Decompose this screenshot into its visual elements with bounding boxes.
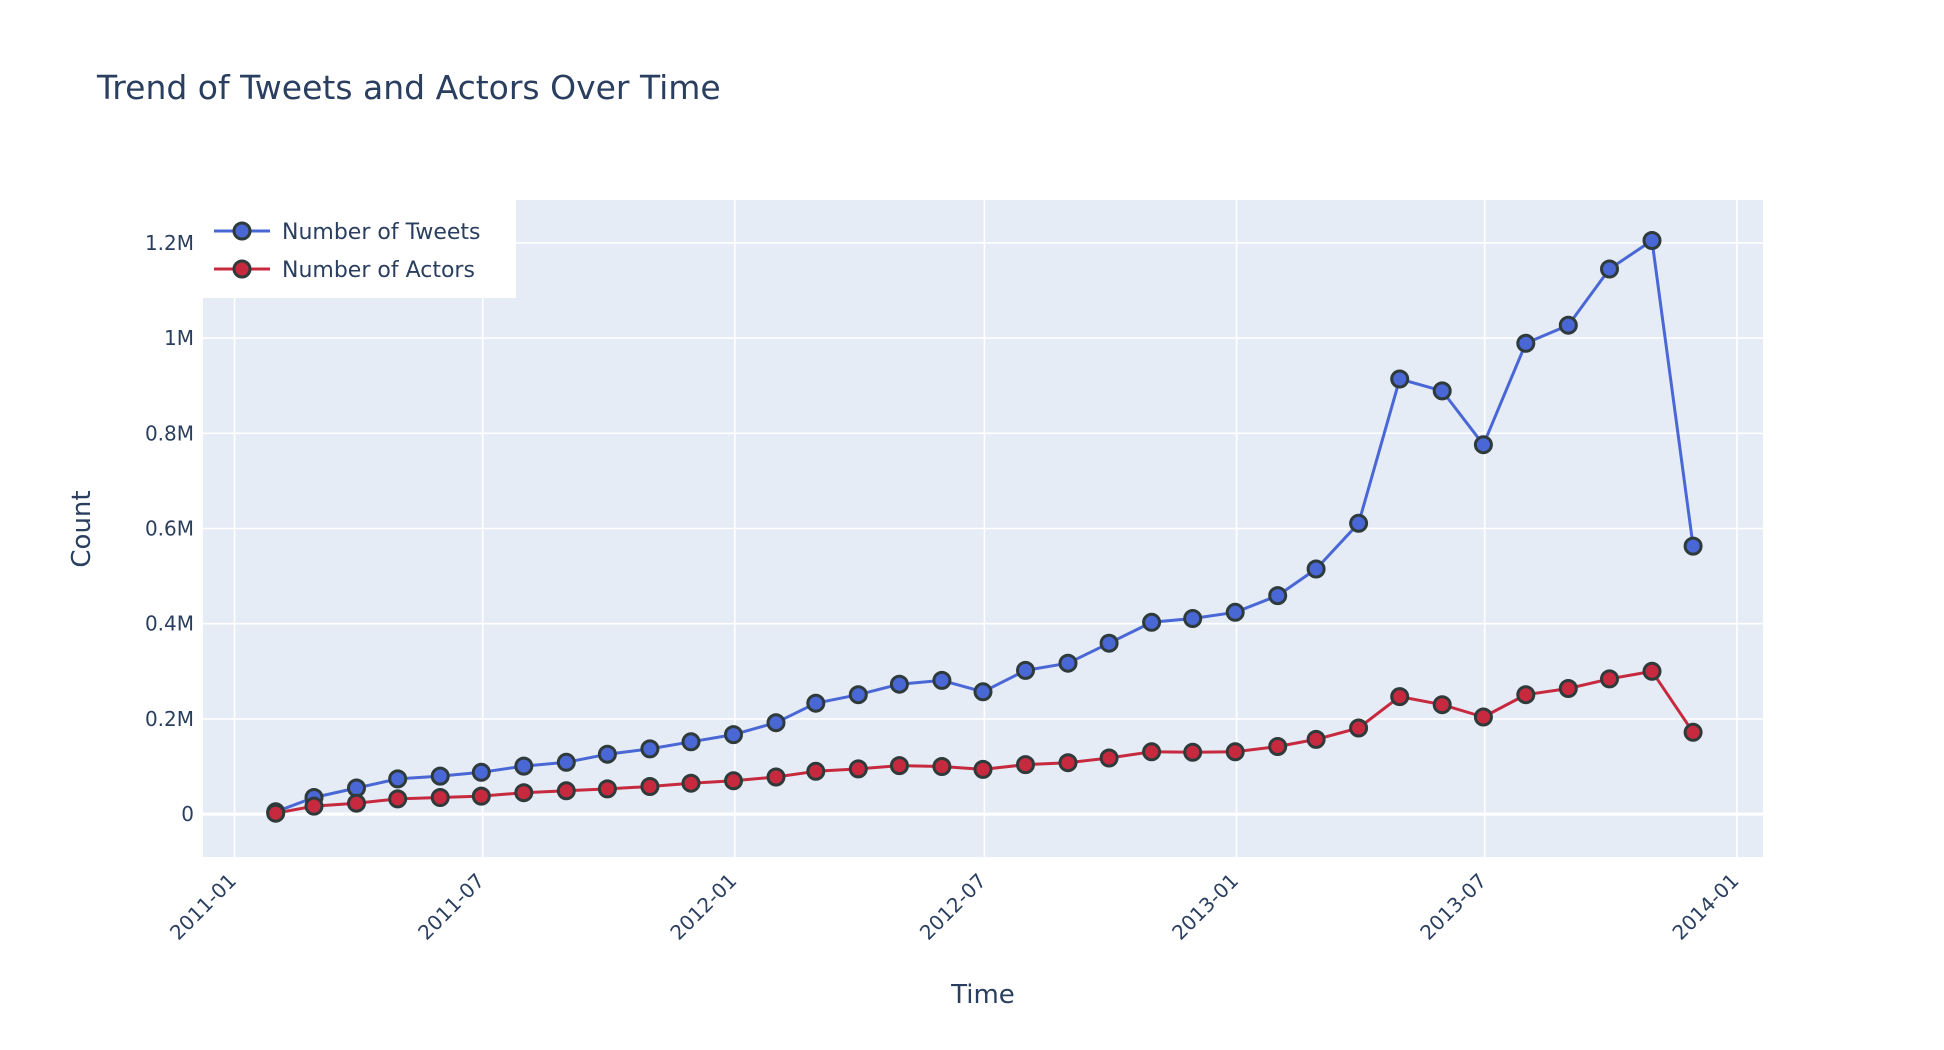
data-point[interactable] <box>889 756 909 776</box>
data-point[interactable] <box>1432 381 1452 401</box>
legend-marker-actors <box>232 259 252 279</box>
data-point[interactable] <box>1558 679 1578 698</box>
y-tick-label: 0 <box>181 802 194 826</box>
data-point[interactable] <box>1183 742 1203 762</box>
data-point[interactable] <box>1142 612 1162 632</box>
data-point[interactable] <box>681 732 701 752</box>
y-tick-label: 1.2M <box>145 231 194 255</box>
data-point[interactable] <box>1016 660 1035 680</box>
data-point[interactable] <box>1683 536 1703 556</box>
data-point[interactable] <box>1349 513 1369 533</box>
data-point[interactable] <box>724 771 743 791</box>
data-point[interactable] <box>1142 742 1162 762</box>
data-point[interactable] <box>1183 609 1203 628</box>
data-point[interactable] <box>430 788 450 807</box>
data-point[interactable] <box>848 759 868 779</box>
data-point[interactable] <box>304 796 324 816</box>
y-tick-label: 0.4M <box>145 612 194 636</box>
data-point[interactable] <box>766 767 786 787</box>
y-axis-title: Count <box>67 490 97 567</box>
data-point[interactable] <box>973 759 993 779</box>
data-point[interactable] <box>848 685 868 705</box>
data-point[interactable] <box>932 670 952 690</box>
legend-label-actors: Number of Actors <box>282 258 475 283</box>
chart-title: Trend of Tweets and Actors Over Time <box>96 68 721 107</box>
data-point[interactable] <box>1306 729 1326 749</box>
data-point[interactable] <box>1306 559 1326 579</box>
data-point[interactable] <box>640 777 660 796</box>
data-point[interactable] <box>514 783 534 803</box>
data-point[interactable] <box>388 769 408 789</box>
legend-background <box>203 200 516 298</box>
data-point[interactable] <box>1516 333 1536 353</box>
series-1 <box>266 661 1703 823</box>
legend-item-actors[interactable]: Number of Actors <box>214 258 475 283</box>
data-point[interactable] <box>806 693 826 713</box>
data-point[interactable] <box>556 752 576 772</box>
data-point[interactable] <box>889 674 909 694</box>
legend[interactable]: Number of Tweets Number of Actors <box>203 200 516 298</box>
data-point[interactable] <box>1349 718 1369 738</box>
data-point[interactable] <box>1099 633 1119 653</box>
data-point[interactable] <box>430 766 450 786</box>
data-point[interactable] <box>932 757 952 776</box>
legend-item-tweets[interactable]: Number of Tweets <box>214 220 481 245</box>
data-point[interactable] <box>1390 687 1410 707</box>
data-point[interactable] <box>724 725 743 745</box>
data-point[interactable] <box>1473 707 1493 727</box>
data-point[interactable] <box>1390 369 1410 389</box>
data-point[interactable] <box>471 786 491 806</box>
data-point[interactable] <box>1268 737 1288 756</box>
data-point[interactable] <box>597 744 617 764</box>
data-point[interactable] <box>766 713 786 733</box>
data-point[interactable] <box>1516 685 1536 705</box>
data-point[interactable] <box>1099 748 1119 768</box>
data-point[interactable] <box>1432 695 1452 715</box>
data-point[interactable] <box>556 781 576 801</box>
data-point[interactable] <box>1473 435 1493 455</box>
data-point[interactable] <box>1558 315 1578 335</box>
data-point[interactable] <box>806 761 826 781</box>
data-point[interactable] <box>1268 586 1288 606</box>
data-point[interactable] <box>1016 755 1035 775</box>
legend-label-tweets: Number of Tweets <box>282 220 481 245</box>
data-point[interactable] <box>640 739 660 759</box>
data-point[interactable] <box>347 793 366 813</box>
data-point[interactable] <box>514 756 534 776</box>
data-point[interactable] <box>1600 669 1619 689</box>
data-point[interactable] <box>1683 722 1703 742</box>
data-point[interactable] <box>1600 259 1619 279</box>
data-point[interactable] <box>266 803 286 823</box>
data-point[interactable] <box>1225 742 1245 762</box>
data-point[interactable] <box>973 682 993 702</box>
y-tick-label: 1M <box>164 326 194 350</box>
y-tick-label: 0.2M <box>145 707 194 731</box>
legend-marker-tweets <box>232 221 252 241</box>
data-point[interactable] <box>471 762 491 782</box>
grid-lines <box>203 200 1763 857</box>
data-point[interactable] <box>388 789 408 809</box>
data-point[interactable] <box>1642 231 1662 250</box>
data-point[interactable] <box>1642 661 1662 681</box>
data-point[interactable] <box>1058 653 1078 673</box>
data-point[interactable] <box>1058 753 1078 773</box>
data-point[interactable] <box>597 779 617 799</box>
data-point[interactable] <box>1225 602 1245 622</box>
y-tick-label: 0.6M <box>145 517 194 541</box>
y-axis-ticks: 0 0.2M 0.4M 0.6M 0.8M 1M 1.2M <box>145 231 194 826</box>
x-axis-title: Time <box>950 980 1015 1010</box>
data-point[interactable] <box>681 773 701 793</box>
data-point[interactable] <box>347 778 366 798</box>
data-series <box>266 231 1703 823</box>
y-tick-label: 0.8M <box>145 421 194 445</box>
